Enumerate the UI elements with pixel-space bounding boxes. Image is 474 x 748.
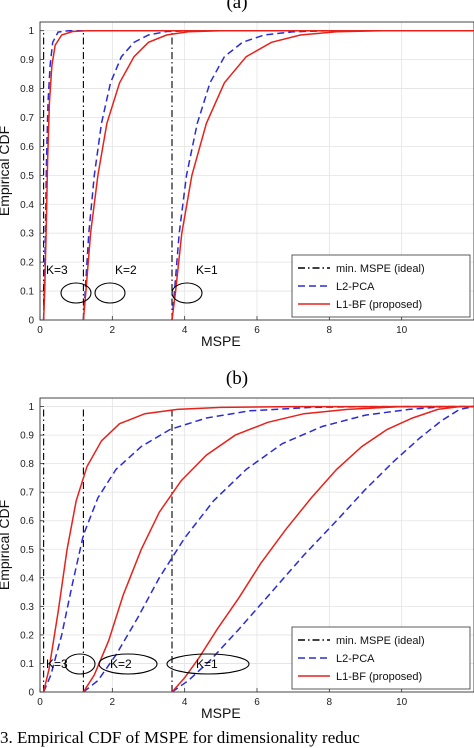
y-tick-label: 0.8 xyxy=(20,459,34,470)
x-tick-label: 4 xyxy=(182,325,188,336)
y-tick-label: 0.5 xyxy=(20,171,34,182)
l2-pca-curve-k1 xyxy=(171,29,474,321)
legend-entry: L1-BF (proposed) xyxy=(336,671,422,683)
plot-frame xyxy=(39,21,474,321)
chart-panel-b: 00.10.20.30.40.50.60.70.80.910 2 4 6 8 10MSPE… xyxy=(0,397,474,721)
y-tick-label: 0.2 xyxy=(20,630,34,641)
x-tick-label: 6 xyxy=(254,325,260,336)
y-tick-label: 0.7 xyxy=(20,488,34,499)
l2-pca-curve-k2 xyxy=(82,405,474,693)
y-tick-label: 0.4 xyxy=(20,573,34,584)
x-tick-label: 10 xyxy=(396,325,408,336)
y-axis-label: Empirical CDF xyxy=(0,126,12,216)
y-tick-label: 0 xyxy=(28,688,34,699)
k-annotation: K=2 xyxy=(115,263,137,277)
y-tick-label: 0.6 xyxy=(20,142,34,153)
l2-pca-curve-k3 xyxy=(42,405,474,693)
legend-entry: min. MSPE (ideal) xyxy=(336,635,425,647)
x-axis-label: MSPE xyxy=(201,333,241,349)
x-tick-label: 0 xyxy=(37,697,43,708)
x-tick-label: 0 xyxy=(37,325,43,336)
plot-frame xyxy=(39,397,474,693)
x-tick-label: 8 xyxy=(327,325,333,336)
k-ellipse xyxy=(64,653,96,675)
panel-b-label: (b) xyxy=(225,368,249,389)
l1-bf-curve-k3 xyxy=(42,29,474,321)
k-annotation: K=1 xyxy=(196,263,218,277)
k-ellipse xyxy=(166,653,250,675)
x-tick-label: 8 xyxy=(327,697,333,708)
y-tick-label: 0.7 xyxy=(20,113,34,124)
x-tick-label: 2 xyxy=(110,325,116,336)
k-ellipse xyxy=(171,282,203,304)
legend-entry: L2-PCA xyxy=(336,653,375,665)
l1-bf-curve-k1 xyxy=(171,29,474,321)
l1-bf-curve-k1 xyxy=(171,405,474,693)
legend-entry: min. MSPE (ideal) xyxy=(336,263,425,275)
y-tick-label: 0.2 xyxy=(20,258,34,269)
k-annotation: K=1 xyxy=(196,657,218,671)
l1-bf-curve-k3 xyxy=(42,405,474,693)
y-tick-label: 1 xyxy=(28,26,34,37)
k-ellipse xyxy=(98,653,158,675)
y-tick-label: 0.5 xyxy=(20,545,34,556)
y-tick-label: 0.6 xyxy=(20,516,34,527)
l1-bf-curve-k2 xyxy=(82,405,474,693)
y-tick-label: 0.3 xyxy=(20,602,34,613)
panel-a-label: (a) xyxy=(226,0,248,13)
y-tick-label: 0 xyxy=(28,316,34,327)
legend-entry: L1-BF (proposed) xyxy=(336,299,422,311)
k-annotation: K=3 xyxy=(46,657,68,671)
k-ellipse xyxy=(60,282,92,304)
k-annotation: K=3 xyxy=(46,263,68,277)
y-tick-label: 0.1 xyxy=(20,659,34,670)
l1-bf-curve-k2 xyxy=(82,29,474,321)
y-tick-label: 0.4 xyxy=(20,200,34,211)
y-tick-label: 0.9 xyxy=(20,55,34,66)
x-axis-label: MSPE xyxy=(201,705,241,721)
y-tick-label: 0.9 xyxy=(20,431,34,442)
x-tick-label: 10 xyxy=(396,697,408,708)
x-tick-label: 2 xyxy=(110,697,116,708)
figure-caption: 3. Empirical CDF of MSPE for dimensional… xyxy=(0,728,360,747)
x-tick-label: 4 xyxy=(182,697,188,708)
l2-pca-curve-k1 xyxy=(171,405,474,693)
x-tick-label: 6 xyxy=(254,697,260,708)
y-tick-label: 0.8 xyxy=(20,84,34,95)
legend-entry: L2-PCA xyxy=(336,281,375,293)
chart-panel-a: 00.10.20.30.40.50.60.70.80.910 2 4 6 8 10MSPE… xyxy=(0,21,474,349)
y-tick-label: 0.1 xyxy=(20,287,34,298)
y-tick-label: 1 xyxy=(28,402,34,413)
y-axis-label: Empirical CDF xyxy=(0,500,12,590)
y-tick-label: 0.3 xyxy=(20,229,34,240)
k-annotation: K=2 xyxy=(110,657,132,671)
k-ellipse xyxy=(94,282,126,304)
